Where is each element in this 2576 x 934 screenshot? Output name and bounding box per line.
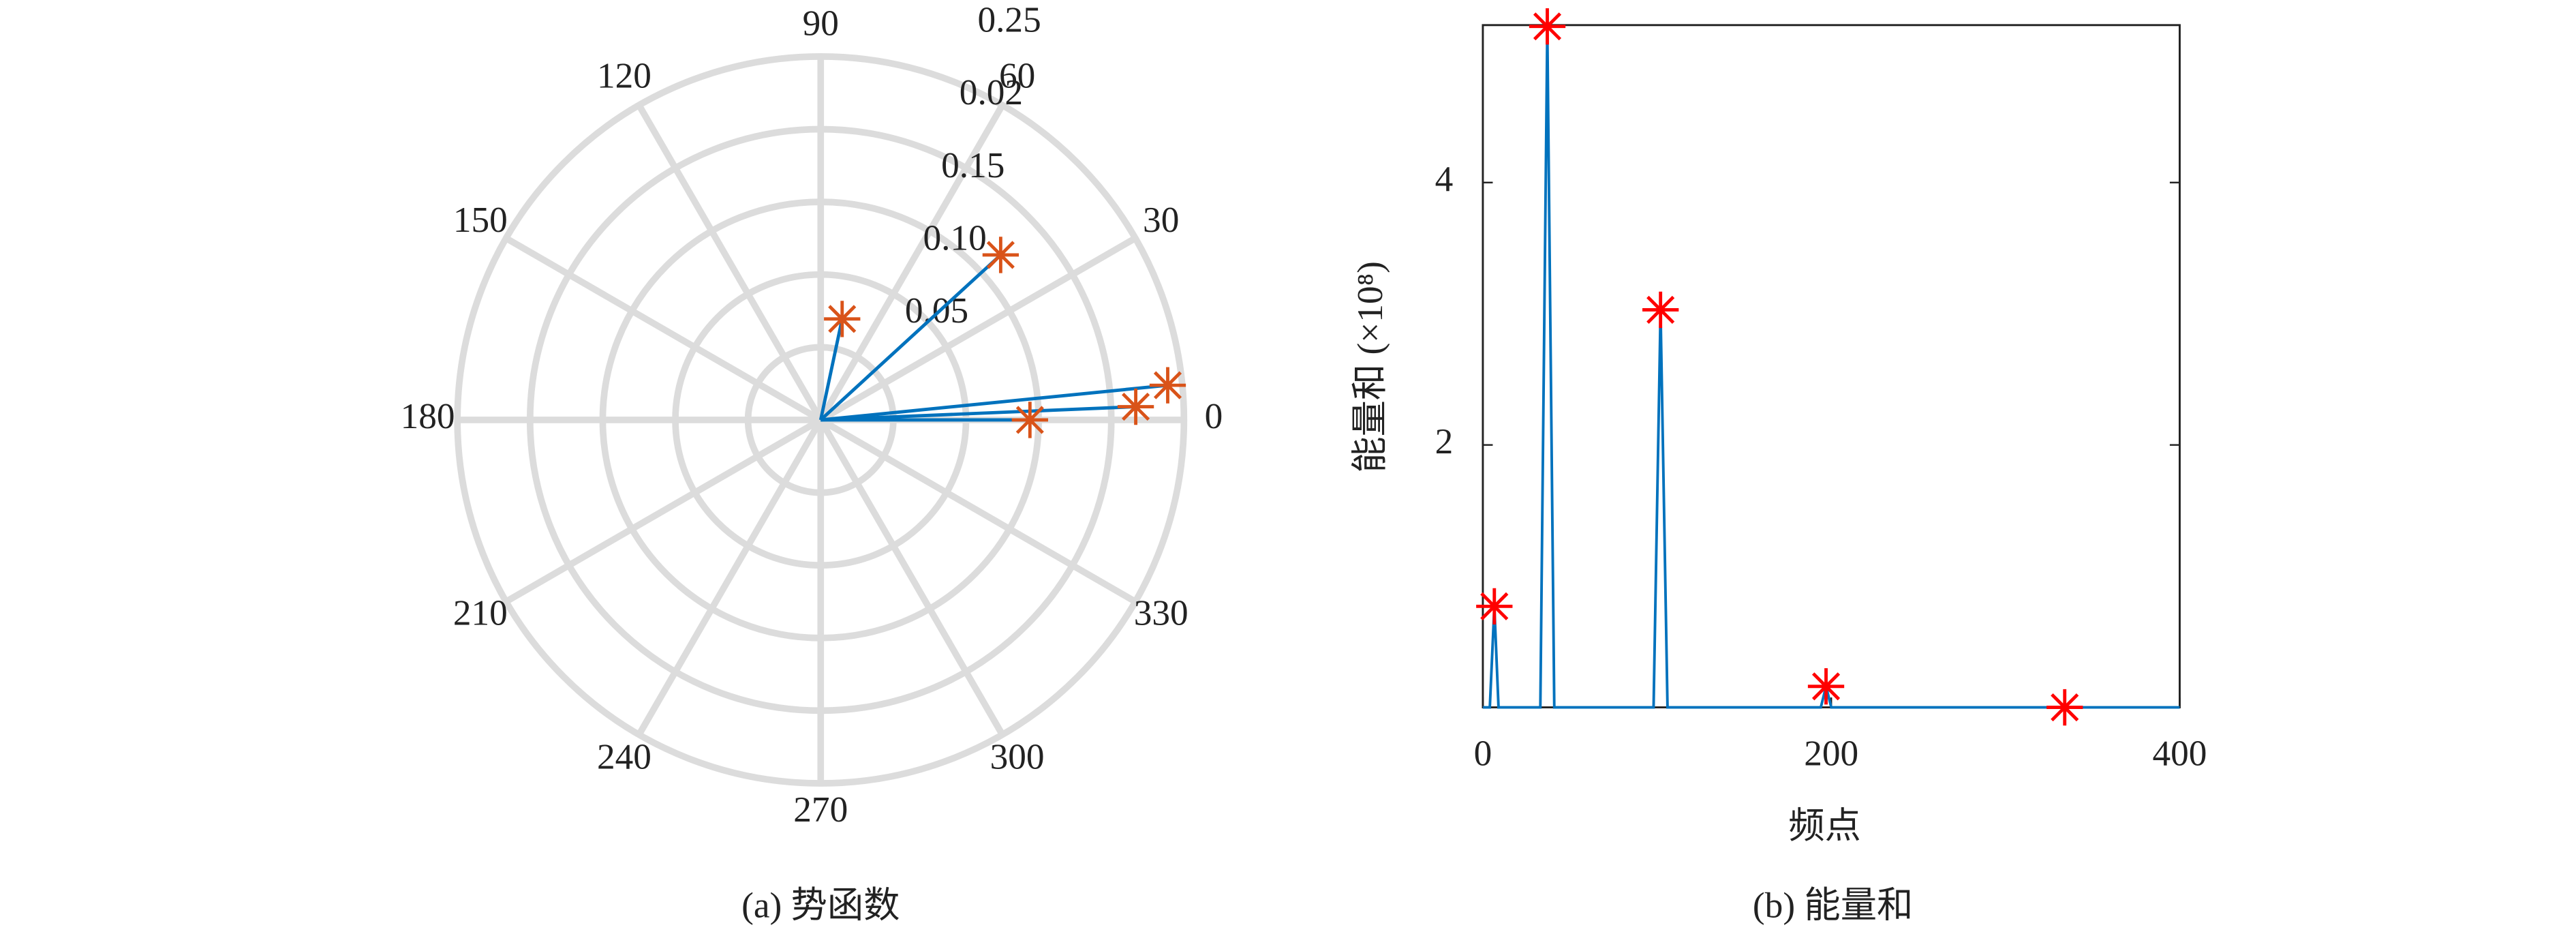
theta-tick-label: 150 xyxy=(453,200,508,240)
marker xyxy=(1149,367,1186,404)
vector xyxy=(821,383,1168,422)
spoke xyxy=(818,417,1137,605)
spoke xyxy=(636,418,824,737)
spoke xyxy=(818,235,1137,423)
theta-tick-label: 30 xyxy=(1143,200,1179,240)
theta-tick-label: 300 xyxy=(990,737,1045,777)
vector xyxy=(819,254,1002,421)
marker xyxy=(1117,388,1154,425)
spoke xyxy=(636,103,824,422)
y-tick-label: 2 xyxy=(1435,421,1454,462)
peak-marker xyxy=(1807,668,1845,705)
theta-tick-label: 60 xyxy=(999,56,1035,96)
r-tick-label: 0.15 xyxy=(941,145,1005,185)
theta-tick-label: 330 xyxy=(1134,593,1189,633)
caption-b: (b) 能量和 xyxy=(1753,885,1913,925)
spoke xyxy=(504,417,823,605)
marker xyxy=(824,301,861,337)
x-tick-label: 0 xyxy=(1474,733,1492,773)
ring xyxy=(454,53,1188,787)
energy-line xyxy=(1482,26,2180,709)
marker xyxy=(1011,402,1048,438)
y-tick-label: 4 xyxy=(1435,159,1454,199)
peak-marker xyxy=(2046,689,2083,726)
theta-tick-label: 90 xyxy=(803,3,839,43)
spoke xyxy=(818,103,1006,422)
r-tick-label: 0.10 xyxy=(923,217,987,258)
r-tick-label: 0.02 xyxy=(960,72,1023,112)
theta-tick-label: 120 xyxy=(597,56,651,96)
marker xyxy=(982,237,1019,273)
plot-frame xyxy=(1482,24,2181,709)
theta-tick-label: 210 xyxy=(453,593,508,633)
caption-a: (a) 势函数 xyxy=(741,885,900,925)
theta-tick-label: 270 xyxy=(793,789,848,830)
ring xyxy=(526,125,1115,714)
spoke xyxy=(818,418,1006,737)
r-tick-label: 0.25 xyxy=(977,0,1041,40)
peak-marker xyxy=(1642,291,1679,329)
x-tick-label: 200 xyxy=(1804,733,1858,773)
peak-marker xyxy=(1529,8,1566,45)
vector xyxy=(818,318,844,421)
peak-marker xyxy=(1476,588,1513,625)
spoke xyxy=(504,235,823,423)
theta-tick-label: 0 xyxy=(1205,396,1223,436)
theta-tick-label: 180 xyxy=(401,396,455,436)
x-axis-label: 频点 xyxy=(1788,806,1861,846)
vector xyxy=(821,405,1136,422)
y-axis-label: 能量和 (×10⁸) xyxy=(1350,261,1390,473)
r-tick-label: 0.05 xyxy=(905,290,968,331)
theta-tick-label: 240 xyxy=(597,737,651,777)
x-tick-label: 400 xyxy=(2152,733,2207,773)
